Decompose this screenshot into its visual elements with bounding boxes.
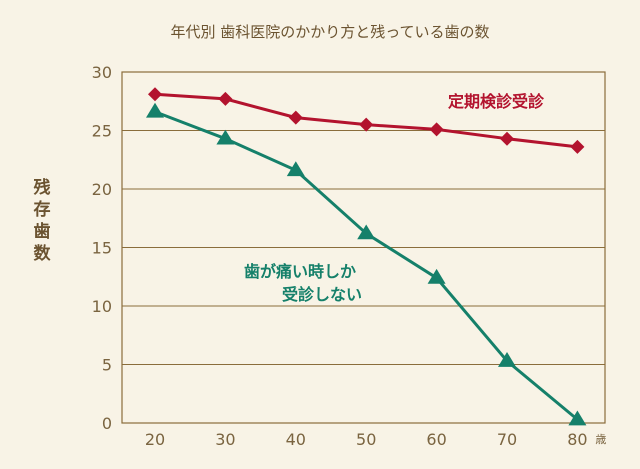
y-tick-label: 30 bbox=[92, 63, 112, 82]
y-tick-label: 25 bbox=[92, 122, 112, 141]
data-point-marker bbox=[429, 122, 444, 137]
data-point-marker bbox=[148, 87, 162, 102]
y-axis-ticks: 0 5 10 15 20 25 30 bbox=[92, 63, 112, 433]
series-label-regular-checkup: 定期検診受診 bbox=[447, 92, 545, 111]
data-point-marker bbox=[216, 129, 235, 145]
data-point-marker bbox=[218, 91, 233, 106]
x-tick-label: 50 bbox=[356, 430, 376, 449]
series-line bbox=[154, 110, 579, 421]
x-tick-label: 70 bbox=[497, 430, 517, 449]
y-axis-label-char: 歯 bbox=[34, 221, 51, 242]
data-point-marker bbox=[427, 268, 446, 284]
y-tick-label: 15 bbox=[92, 239, 112, 258]
series-0 bbox=[148, 87, 585, 154]
data-point-marker bbox=[146, 102, 164, 118]
chart-title: 年代別 歯科医院のかかり方と残っている歯の数 bbox=[170, 23, 489, 41]
y-axis-label-char: 残 bbox=[34, 177, 51, 198]
y-tick-label: 10 bbox=[92, 297, 112, 316]
x-axis-unit: 歳 bbox=[595, 433, 606, 446]
data-point-marker bbox=[288, 110, 303, 125]
data-point-marker bbox=[568, 410, 587, 426]
y-tick-label: 20 bbox=[92, 180, 112, 199]
y-axis-label: 残存歯数 bbox=[34, 177, 52, 264]
data-point-marker bbox=[570, 139, 585, 154]
x-tick-label: 40 bbox=[286, 430, 306, 449]
y-axis-label-char: 存 bbox=[34, 199, 51, 220]
series-1 bbox=[146, 102, 587, 426]
data-point-marker bbox=[286, 161, 305, 177]
series-group bbox=[146, 87, 587, 426]
data-point-marker bbox=[500, 131, 514, 146]
x-tick-label: 60 bbox=[426, 430, 446, 449]
y-tick-label: 5 bbox=[102, 356, 112, 375]
x-tick-label: 80 bbox=[567, 430, 587, 449]
y-tick-label: 0 bbox=[102, 414, 112, 433]
series-label-only-when-pain-2: 受診しない bbox=[282, 285, 362, 304]
data-point-marker bbox=[498, 351, 516, 367]
data-point-marker bbox=[359, 117, 374, 132]
y-axis-label-char: 数 bbox=[34, 243, 52, 264]
x-tick-label: 20 bbox=[145, 430, 165, 449]
x-axis-ticks: 20 30 40 50 60 70 80 歳 bbox=[145, 430, 607, 449]
x-tick-label: 30 bbox=[215, 430, 235, 449]
data-point-marker bbox=[357, 224, 376, 240]
series-label-only-when-pain-1: 歯が痛い時しか bbox=[244, 262, 356, 281]
